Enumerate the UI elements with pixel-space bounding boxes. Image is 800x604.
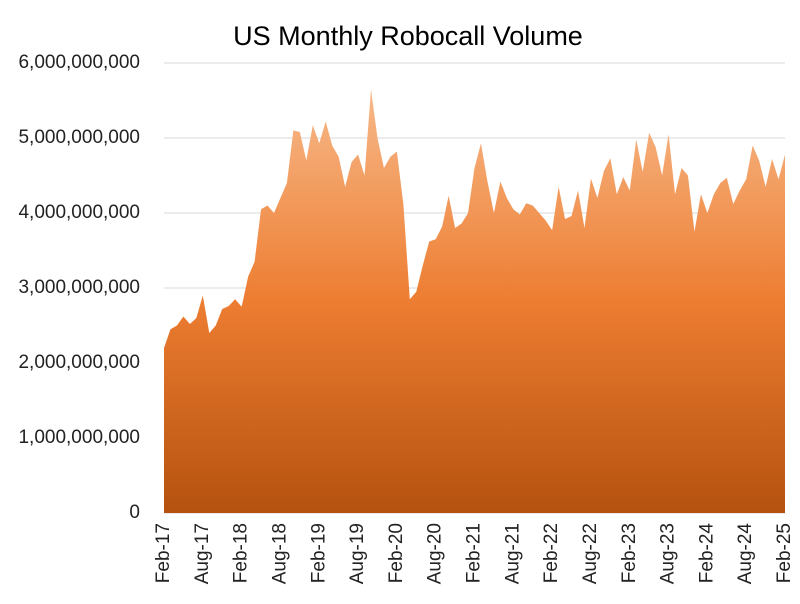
x-tick-label: Aug-22: [580, 523, 601, 584]
x-tick-label: Aug-21: [502, 523, 523, 584]
x-tick-label: Feb-22: [541, 523, 562, 583]
x-tick-label: Feb-21: [464, 523, 485, 583]
y-tick-label: 1,000,000,000: [18, 427, 140, 448]
x-tick-label: Aug-20: [425, 523, 446, 584]
x-tick-label: Feb-19: [308, 523, 329, 583]
y-tick-label: 0: [129, 502, 140, 523]
y-tick-label: 2,000,000,000: [18, 352, 140, 373]
y-tick-label: 5,000,000,000: [18, 127, 140, 148]
x-tick-label: Aug-23: [658, 523, 679, 584]
x-tick-label: Aug-17: [192, 523, 213, 584]
x-tick-label: Aug-24: [735, 523, 756, 585]
x-tick-label: Feb-18: [231, 523, 252, 583]
x-tick-label: Feb-17: [153, 523, 174, 583]
x-tick-label: Feb-24: [696, 523, 717, 584]
y-tick-label: 3,000,000,000: [18, 277, 140, 298]
x-tick-label: Aug-18: [269, 523, 290, 584]
y-tick-label: 6,000,000,000: [18, 52, 140, 73]
y-tick-label: 4,000,000,000: [18, 202, 140, 223]
area: [164, 89, 785, 513]
x-tick-label: Feb-20: [386, 523, 407, 583]
x-tick-label: Aug-19: [347, 523, 368, 584]
chart-title: US Monthly Robocall Volume: [233, 21, 583, 51]
x-tick-label: Feb-25: [774, 523, 795, 583]
x-tick-label: Feb-23: [619, 523, 640, 583]
